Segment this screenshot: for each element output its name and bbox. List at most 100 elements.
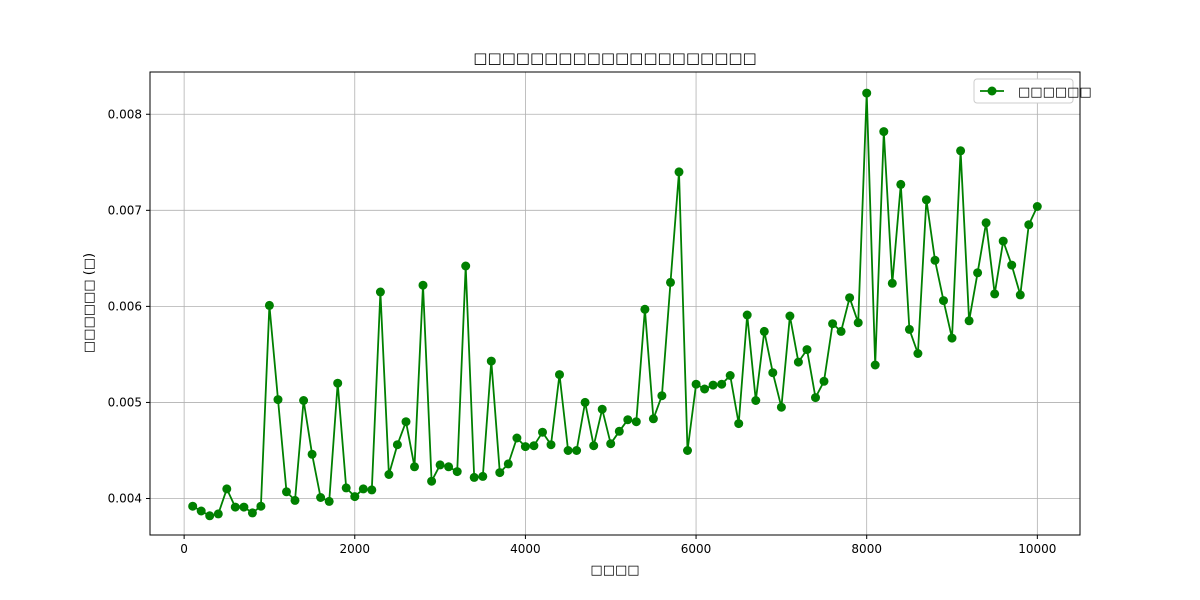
data-point: [418, 280, 428, 290]
y-tick-label: 0.006: [108, 299, 142, 313]
y-tick-label: 0.007: [108, 203, 142, 217]
legend-box: [973, 78, 1074, 104]
data-point: [188, 501, 198, 511]
data-point: [862, 88, 872, 98]
data-point: [538, 427, 547, 437]
data-point: [1032, 202, 1042, 211]
data-point: [324, 496, 334, 506]
data-point: [657, 391, 667, 401]
data-point: [939, 296, 948, 306]
data-point: [828, 319, 838, 329]
data-point: [495, 468, 505, 478]
data-point: [870, 360, 880, 370]
data-point: [734, 419, 744, 429]
data-point: [1007, 260, 1017, 270]
data-point: [990, 289, 1000, 299]
data-point: [666, 277, 675, 287]
data-point: [947, 333, 957, 343]
data-point: [845, 293, 855, 303]
data-point: [879, 127, 889, 137]
y-axis-ticks: 0.004 0.005 0.006 0.007 0.008: [108, 107, 150, 505]
data-point: [282, 487, 291, 497]
data-point: [648, 414, 658, 424]
data-point: [503, 459, 513, 469]
data-point: [384, 470, 394, 479]
data-point: [520, 442, 530, 452]
data-point: [205, 511, 215, 521]
data-point: [742, 310, 752, 320]
data-point: [367, 485, 377, 495]
data-series: [188, 88, 1042, 521]
data-point: [307, 449, 317, 459]
data-point: [580, 397, 590, 407]
x-tick-label: 2000: [339, 542, 370, 556]
data-point: [1015, 290, 1025, 300]
data-point: [461, 261, 471, 271]
x-axis-label: □□□□: [590, 563, 639, 578]
x-tick-label: 6000: [681, 542, 712, 556]
data-point: [410, 462, 419, 472]
data-point: [478, 471, 488, 481]
data-point: [486, 356, 496, 366]
data-point: [316, 493, 326, 502]
data-point: [264, 300, 274, 310]
data-point: [1024, 220, 1034, 230]
data-point: [469, 472, 479, 482]
data-point: [802, 345, 812, 355]
data-point: [776, 402, 786, 412]
data-point: [606, 439, 616, 449]
data-point: [529, 441, 539, 451]
data-point: [350, 492, 360, 502]
x-tick-label: 10000: [1018, 542, 1056, 556]
data-point: [751, 396, 761, 405]
data-point: [998, 236, 1008, 246]
data-point: [375, 287, 385, 297]
data-point: [759, 326, 769, 336]
data-point: [973, 268, 983, 278]
x-tick-label: 4000: [510, 542, 541, 556]
data-point: [512, 433, 522, 443]
data-point: [196, 506, 206, 516]
data-point: [546, 440, 556, 450]
data-point: [708, 380, 718, 390]
data-point: [401, 417, 411, 427]
data-point: [964, 316, 974, 326]
data-point: [333, 378, 343, 388]
data-point: [631, 417, 641, 427]
y-tick-label: 0.005: [108, 395, 142, 409]
data-point: [811, 393, 820, 403]
data-point: [683, 446, 692, 455]
data-point: [904, 324, 914, 334]
data-point: [213, 509, 223, 519]
data-point: [555, 370, 564, 380]
data-point: [836, 326, 846, 336]
y-axis-label: □□□□□□ (□): [82, 253, 97, 353]
y-tick-label: 0.004: [108, 491, 142, 505]
data-point: [853, 318, 863, 328]
data-point: [273, 395, 283, 405]
data-point: [597, 404, 607, 414]
data-point: [691, 379, 701, 389]
plot-frame: [149, 71, 1081, 536]
data-point: [921, 195, 931, 205]
data-point: [563, 446, 573, 455]
data-point: [725, 371, 735, 380]
data-point: [392, 440, 402, 450]
data-point: [256, 501, 266, 511]
data-point: [819, 376, 829, 386]
series-line: [192, 92, 1039, 517]
y-tick-label: 0.008: [108, 107, 142, 121]
legend-marker-swatch: [987, 86, 997, 96]
data-point: [239, 502, 249, 512]
data-point: [230, 502, 240, 512]
data-point: [768, 368, 778, 378]
chart-title: □□□□□□□□□□□□□□□□□□□□: [473, 49, 756, 67]
data-point: [290, 495, 300, 505]
data-point: [222, 484, 232, 494]
legend: □□□□□□: [973, 78, 1092, 104]
data-point: [887, 278, 897, 288]
data-point: [623, 415, 633, 425]
data-point: [427, 476, 437, 486]
data-point: [572, 446, 582, 455]
